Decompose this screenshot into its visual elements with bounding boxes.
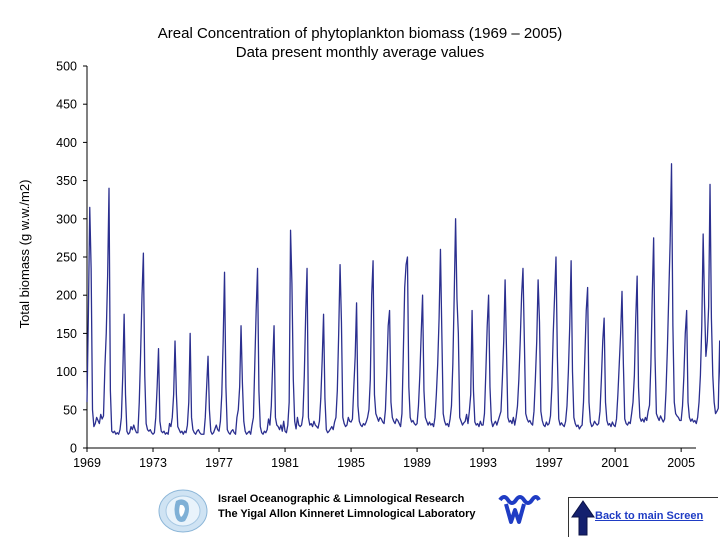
y-tick-labels: 0 50 100 150 200 250 300 350 400 450 500 bbox=[56, 60, 77, 456]
back-to-main-label[interactable]: Back to main Screen bbox=[595, 510, 704, 522]
x-tick-label: 2005 bbox=[667, 456, 695, 470]
up-arrow-icon bbox=[571, 500, 595, 536]
y-tick-label: 350 bbox=[56, 174, 77, 188]
chart-axes bbox=[83, 65, 696, 452]
x-tick-label: 1985 bbox=[337, 456, 365, 470]
x-tick-label: 1993 bbox=[469, 456, 497, 470]
x-tick-labels: 1969 1973 1977 1981 1985 1989 1993 1997 2001 2005 bbox=[73, 456, 695, 470]
back-to-main-button[interactable]: Back to main Screen bbox=[568, 497, 718, 537]
footer-line-1: Israel Oceanographic & Limnological Rese… bbox=[218, 493, 465, 505]
y-tick-label: 50 bbox=[63, 403, 77, 417]
y-tick-label: 250 bbox=[56, 251, 77, 265]
y-tick-label: 450 bbox=[56, 98, 77, 112]
chart-title-line-2: Data present monthly average values bbox=[235, 44, 485, 61]
chart-title-line-1: Areal Concentration of phytoplankton bio… bbox=[157, 25, 563, 42]
y-tick-label: 400 bbox=[56, 136, 77, 150]
x-tick-label: 1989 bbox=[403, 456, 431, 470]
kinneret-lab-logo bbox=[498, 495, 541, 524]
x-tick-label: 1973 bbox=[139, 456, 167, 470]
x-tick-label: 1969 bbox=[73, 456, 101, 470]
y-tick-label: 150 bbox=[56, 327, 77, 341]
footer-line-2: The Yigal Allon Kinneret Limnological La… bbox=[218, 508, 476, 520]
x-tick-label: 1997 bbox=[535, 456, 563, 470]
y-tick-label: 300 bbox=[56, 212, 77, 226]
chart-title: Areal Concentration of phytoplankton bio… bbox=[110, 24, 610, 62]
x-tick-label: 2001 bbox=[601, 456, 629, 470]
x-tick-label: 1981 bbox=[271, 456, 299, 470]
y-tick-label: 100 bbox=[56, 365, 77, 379]
footer-institution: Israel Oceanographic & Limnological Rese… bbox=[218, 492, 476, 522]
chart-series bbox=[86, 163, 720, 435]
y-tick-label: 200 bbox=[56, 289, 77, 303]
y-tick-label: 500 bbox=[56, 60, 77, 74]
iolr-globe-logo bbox=[158, 489, 208, 533]
y-tick-label: 0 bbox=[70, 442, 77, 456]
biomass-series-line-0 bbox=[86, 163, 720, 435]
x-tick-label: 1977 bbox=[205, 456, 233, 470]
